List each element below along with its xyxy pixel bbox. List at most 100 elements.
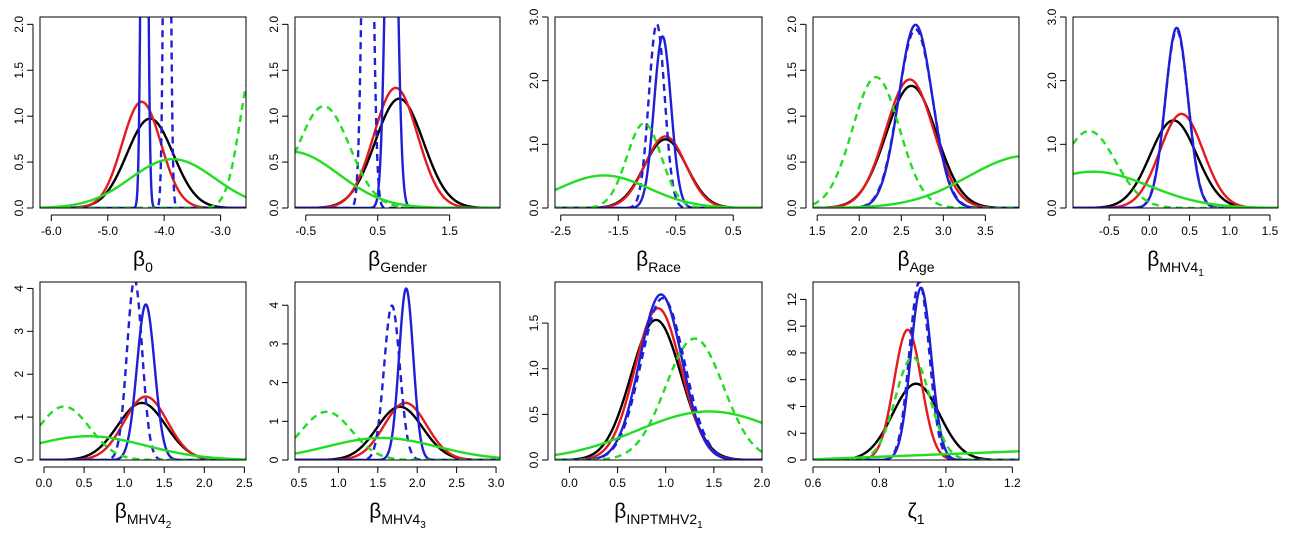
y-tick-label: 1 xyxy=(12,413,26,420)
x-axis-title-symbol: β xyxy=(368,248,380,271)
y-tick-label: 4 xyxy=(785,403,799,410)
x-axis-title-subscript: MHV4 xyxy=(127,511,166,527)
y-tick-label: 4 xyxy=(12,285,26,292)
density-curve-blue-dashed xyxy=(813,28,1019,208)
x-axis: -2.5 -1.5 -0.5 0.5 xyxy=(550,214,742,238)
x-axis-title: βINPTMHV21 xyxy=(614,500,703,530)
x-axis-title-subscript: 0 xyxy=(145,259,153,275)
x-axis: 0.0 0.5 1.0 1.5 2.0 2.5 xyxy=(36,466,253,490)
density-curve-green xyxy=(813,450,1019,460)
x-axis: -0.5 0.5 1.5 xyxy=(295,214,458,238)
x-tick-label: -6.0 xyxy=(41,224,62,238)
x-axis-title: βMHV43 xyxy=(369,500,426,530)
x-tick-label: 1.2 xyxy=(1004,476,1021,490)
y-tick-label: 1.5 xyxy=(527,314,541,331)
y-tick-label: 0.0 xyxy=(527,451,541,468)
plot-frame xyxy=(39,16,247,209)
x-axis-title-subscript: MHV4 xyxy=(1159,259,1198,275)
x-axis-title-symbol: β xyxy=(1147,248,1159,271)
x-axis-title-subscript: Age xyxy=(910,259,935,275)
y-tick-label: 0.0 xyxy=(527,199,541,216)
x-tick-label: -5.0 xyxy=(97,224,118,238)
y-tick-label: 0.5 xyxy=(267,153,281,170)
x-axis-title: βAge xyxy=(897,248,934,275)
x-tick-label: 0.0 xyxy=(36,476,53,490)
x-tick-label: 0.5 xyxy=(1181,224,1198,238)
x-axis-title: β0 xyxy=(133,248,153,275)
x-axis-title-subscript: INPTMHV2 xyxy=(626,511,697,527)
x-tick-label: 3.5 xyxy=(977,224,994,238)
x-tick-label: 1.5 xyxy=(156,476,173,490)
y-tick-label: 1 xyxy=(267,418,281,425)
x-tick-label: 3.0 xyxy=(935,224,952,238)
x-axis-title-subsubscript: 2 xyxy=(166,520,172,530)
plot-frame xyxy=(294,16,501,209)
plot-frame xyxy=(812,281,1020,461)
x-tick-label: 1.5 xyxy=(1262,224,1279,238)
density-curve-green-dashed xyxy=(813,75,1019,208)
density-curve-black xyxy=(40,117,246,208)
series-group xyxy=(555,22,762,208)
density-curve-red xyxy=(1073,112,1278,208)
y-tick-label: 2.0 xyxy=(12,16,26,33)
x-axis-title-subscript: 1 xyxy=(917,511,925,527)
x-tick-label: -0.5 xyxy=(1099,224,1120,238)
density-curve-blue-dashed xyxy=(40,282,246,460)
density-curve-black xyxy=(295,405,500,460)
x-tick-label: 1.5 xyxy=(369,476,386,490)
x-axis-title: βMHV42 xyxy=(115,500,172,530)
y-tick-label: 0.0 xyxy=(267,199,281,216)
x-tick-label: 0.5 xyxy=(76,476,93,490)
x-tick-label: 0.6 xyxy=(805,476,822,490)
y-tick-label: 2.0 xyxy=(267,16,281,33)
x-tick-label: 2.0 xyxy=(409,476,426,490)
density-curve-green-dashed xyxy=(555,122,762,208)
plot-frame xyxy=(554,281,763,461)
x-axis: -6.0 -5.0 -4.0 -3.0 xyxy=(41,214,231,238)
panel-3: -2.5 -1.5 -0.5 0.5 0.0 1.0 2.0 3.0 βRace xyxy=(527,8,763,275)
x-axis-title-symbol: β xyxy=(115,500,127,523)
panel-4: 1.5 2.0 2.5 3.0 3.5 0.0 0.5 1.0 1.5 2.0 βAge xyxy=(785,16,1020,275)
x-tick-label: 2.0 xyxy=(754,476,771,490)
y-tick-label: 1.0 xyxy=(267,108,281,125)
density-curve-red xyxy=(40,100,246,208)
x-tick-label: 1.0 xyxy=(938,476,955,490)
x-axis-title-symbol: β xyxy=(636,248,648,271)
x-axis: 0.5 1.0 1.5 2.0 2.5 3.0 xyxy=(291,466,505,490)
series-group xyxy=(813,282,1019,460)
x-tick-label: 0.5 xyxy=(725,224,742,238)
x-axis-title-subscript: Gender xyxy=(380,259,427,275)
y-tick-label: 3.0 xyxy=(527,8,541,25)
series-group xyxy=(295,17,500,208)
density-curve-blue xyxy=(1073,26,1278,208)
series-group xyxy=(555,293,762,460)
y-tick-label: 6 xyxy=(785,376,799,383)
panel-9: 0.6 0.8 1.0 1.2 0 2 4 6 8 10 12 ζ1 xyxy=(785,281,1021,527)
series-group xyxy=(813,23,1019,208)
y-tick-label: 0.0 xyxy=(12,199,26,216)
x-axis: 0.0 0.5 1.0 1.5 2.0 xyxy=(561,466,771,490)
y-tick-label: 0 xyxy=(12,456,26,463)
density-curve-red xyxy=(40,395,246,460)
panel-1: -6.0 -5.0 -4.0 -3.0 0.0 0.5 1.0 1.5 2.0 β0 xyxy=(12,16,247,275)
y-tick-label: 2.0 xyxy=(785,16,799,33)
y-tick-label: 3.0 xyxy=(1045,8,1059,25)
density-curve-green xyxy=(813,155,1019,208)
y-tick-label: 0 xyxy=(785,456,799,463)
y-tick-label: 2.0 xyxy=(527,72,541,89)
density-curve-blue-dashed xyxy=(813,282,1019,460)
density-curve-blue xyxy=(555,35,762,208)
x-tick-label: 2.5 xyxy=(448,476,465,490)
y-tick-label: 1.0 xyxy=(527,360,541,377)
density-curve-green-dashed xyxy=(40,405,246,460)
series-group xyxy=(1073,26,1278,208)
density-curve-green xyxy=(295,150,500,208)
x-axis-title-subsubscript: 1 xyxy=(1198,268,1204,279)
x-axis-title-subsubscript: 3 xyxy=(420,520,426,530)
x-tick-label: 2.0 xyxy=(196,476,213,490)
density-curve-blue-dashed xyxy=(40,17,246,208)
x-axis-title-subsubscript: 1 xyxy=(697,520,703,530)
density-curve-blue xyxy=(813,286,1019,460)
